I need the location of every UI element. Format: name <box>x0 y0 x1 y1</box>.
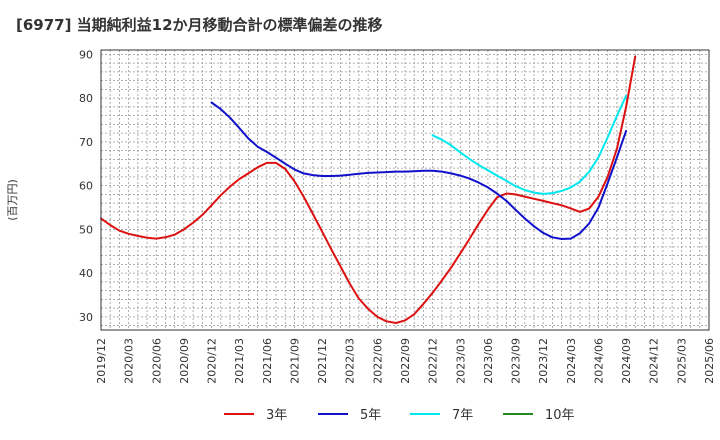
x-tick-label: 2021/03 <box>233 338 246 384</box>
x-tick-label: 2022/09 <box>399 338 412 384</box>
plot-frame <box>100 49 710 331</box>
series-line-5年 <box>210 101 628 240</box>
x-axis: 2019/12 2020/03 2020/06 2020/09 2020/12 2021/… <box>95 338 716 384</box>
y-axis-title: (百万円) <box>6 179 19 221</box>
x-tick-label: 2023/09 <box>510 338 523 384</box>
x-tick-label: 2023/03 <box>454 338 467 384</box>
legend-label: 7年 <box>452 408 473 423</box>
series-line-3年 <box>100 55 637 324</box>
x-tick-label: 2022/03 <box>344 338 357 384</box>
y-tick-label: 80 <box>79 92 93 105</box>
legend-label: 10年 <box>545 408 575 423</box>
series-line-7年 <box>431 94 628 195</box>
y-tick-label: 40 <box>79 267 93 280</box>
x-tick-label: 2021/06 <box>261 338 274 384</box>
x-tick-label: 2020/03 <box>123 338 136 384</box>
chart-title: [6977] 当期純利益12か月移動合計の標準偏差の推移 <box>16 16 383 34</box>
x-tick-label: 2021/09 <box>288 338 301 384</box>
legend-label: 3年 <box>266 408 287 423</box>
x-tick-label: 2020/12 <box>206 338 219 384</box>
x-tick-label: 2020/06 <box>150 338 163 384</box>
series-group <box>100 55 637 324</box>
x-tick-label: 2025/06 <box>703 338 716 384</box>
y-tick-label: 30 <box>79 311 93 324</box>
x-tick-label: 2019/12 <box>95 338 108 384</box>
x-tick-label: 2021/12 <box>316 338 329 384</box>
y-axis: 30 40 50 60 70 80 90 <box>79 48 93 324</box>
x-tick-label: 2022/06 <box>371 338 384 384</box>
legend-label: 5年 <box>360 408 381 423</box>
x-tick-label: 2024/12 <box>648 338 661 384</box>
y-tick-label: 90 <box>79 48 93 61</box>
x-tick-label: 2023/12 <box>537 338 550 384</box>
grid-lines <box>101 50 709 330</box>
y-tick-label: 50 <box>79 223 93 236</box>
x-tick-label: 2024/03 <box>565 338 578 384</box>
x-tick-label: 2025/03 <box>675 338 688 384</box>
x-tick-label: 2022/12 <box>427 338 440 384</box>
x-tick-label: 2024/09 <box>620 338 633 384</box>
x-tick-label: 2024/06 <box>592 338 605 384</box>
x-tick-label: 2020/09 <box>178 338 191 384</box>
y-tick-label: 70 <box>79 136 93 149</box>
legend: 3年 5年 7年 10年 <box>224 408 575 423</box>
y-tick-label: 60 <box>79 180 93 193</box>
x-tick-label: 2023/06 <box>482 338 495 384</box>
